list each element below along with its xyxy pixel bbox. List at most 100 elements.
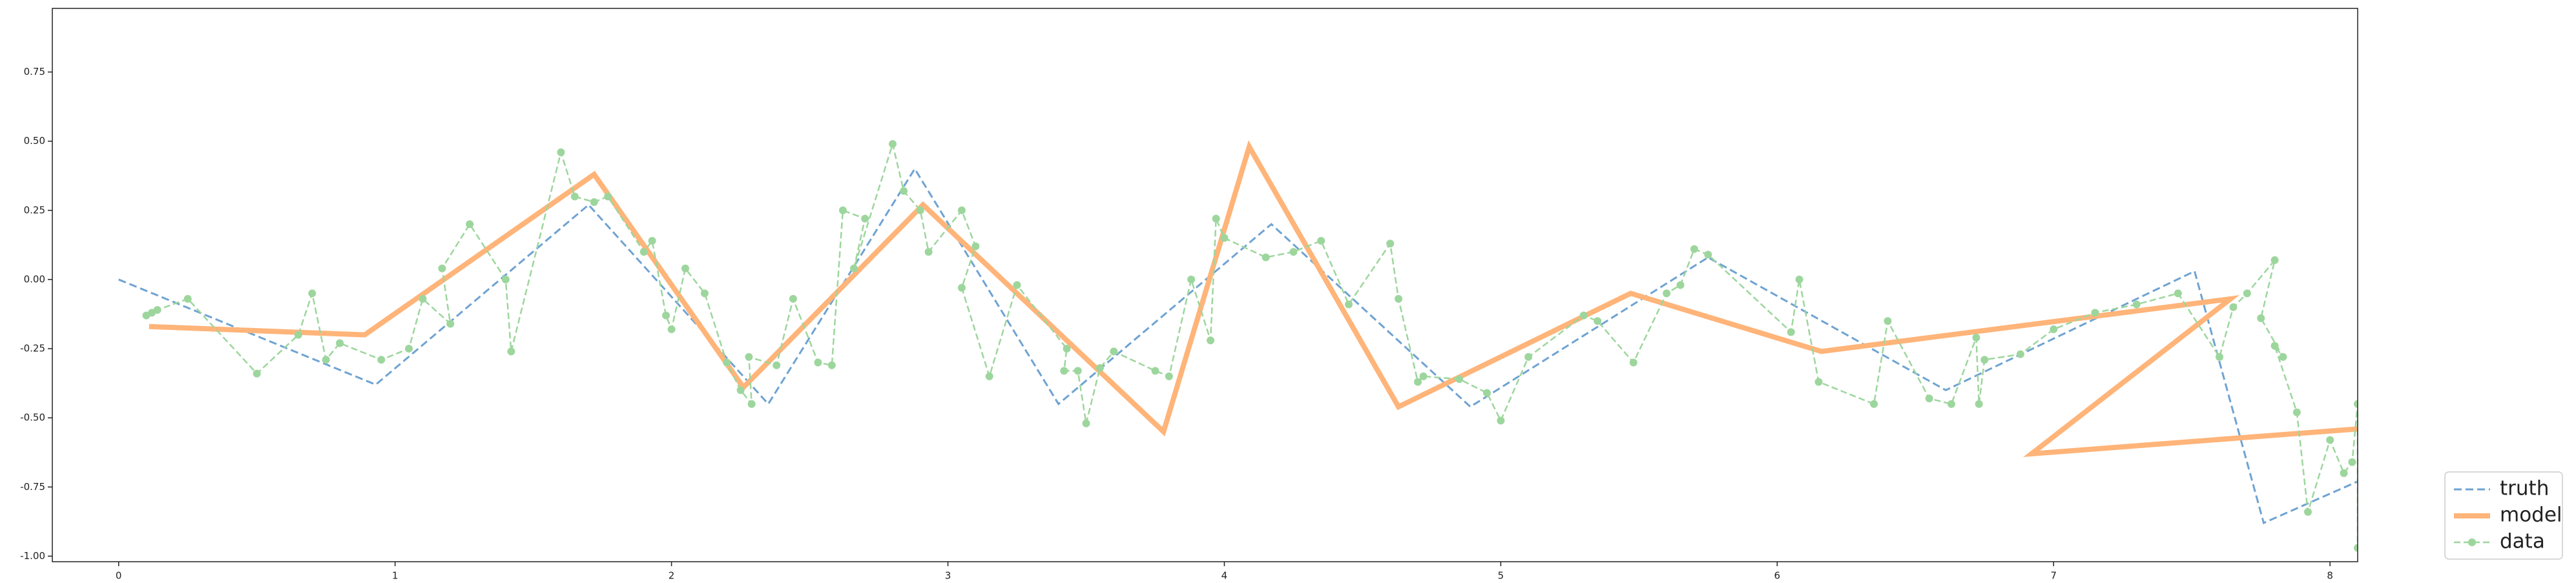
data-point	[1207, 336, 1215, 345]
data-point	[1814, 378, 1823, 386]
data-point	[1980, 356, 1989, 364]
data-point	[1787, 328, 1795, 336]
series-line	[145, 141, 2358, 548]
data-point	[1220, 234, 1229, 242]
data-point	[888, 139, 897, 148]
data-point	[1212, 214, 1220, 223]
data-point	[336, 339, 344, 347]
data-point	[2257, 314, 2265, 322]
data-point	[736, 386, 745, 394]
data-point	[570, 192, 579, 201]
data-point	[153, 306, 161, 314]
data-point	[1074, 367, 1082, 375]
data-point	[405, 345, 413, 353]
y-tick-label: 0.50	[24, 135, 45, 147]
data-point	[501, 275, 510, 283]
data-point	[789, 294, 797, 303]
data-point	[1165, 372, 1173, 380]
data-point	[1884, 317, 1892, 325]
x-tick-label: 1	[392, 570, 399, 582]
plot-frame	[52, 8, 2358, 562]
data-point	[850, 264, 858, 272]
data-point	[700, 289, 709, 298]
legend-label: data	[2500, 530, 2545, 553]
data-point	[971, 242, 980, 251]
data-point	[2174, 289, 2182, 298]
y-tick-label: 0.25	[24, 204, 45, 216]
data-point	[1579, 311, 1588, 320]
data-point	[308, 289, 317, 298]
data-point	[814, 358, 822, 367]
x-tick-label: 3	[945, 570, 951, 582]
legend-box	[2444, 471, 2563, 560]
data-point	[1151, 367, 1159, 375]
data-point	[985, 372, 993, 380]
data-point	[2326, 436, 2334, 444]
x-tick-label: 7	[2050, 570, 2057, 582]
data-point	[957, 206, 966, 214]
data-point	[1110, 347, 1118, 356]
data-point	[377, 356, 386, 364]
data-point	[2091, 309, 2099, 317]
x-tick-label: 0	[116, 570, 122, 582]
data-point	[1060, 367, 1068, 375]
data-point	[2292, 408, 2301, 416]
data-point	[2279, 353, 2287, 361]
data-point	[723, 358, 731, 367]
y-tick-label: -0.50	[20, 412, 45, 424]
data-point	[2050, 325, 2058, 334]
data-point	[507, 347, 515, 356]
y-tick-label: 0.75	[24, 66, 45, 77]
data-point	[2303, 507, 2312, 516]
data-point	[745, 353, 753, 361]
data-point	[2270, 256, 2279, 264]
data-point	[1187, 275, 1196, 283]
data-point	[2354, 544, 2358, 552]
data-point	[446, 320, 455, 328]
data-point	[419, 294, 427, 303]
data-point	[1082, 419, 1090, 427]
data-point	[1482, 389, 1491, 397]
data-point	[294, 331, 302, 339]
y-tick-label: -1.00	[20, 550, 45, 562]
data-point	[827, 361, 836, 369]
x-tick-label: 6	[1774, 570, 1781, 582]
data-point	[681, 264, 689, 272]
legend-label: model	[2500, 504, 2562, 527]
data-point	[667, 325, 676, 334]
data-point	[2229, 303, 2238, 311]
data-point	[1975, 400, 1983, 408]
y-tick-label: -0.25	[20, 343, 45, 354]
y-tick-label: -0.75	[20, 481, 45, 493]
data-point	[1795, 275, 1803, 283]
plot-area	[118, 139, 2358, 552]
data-point	[1345, 300, 1353, 309]
data-point	[648, 236, 656, 245]
data-point	[916, 206, 924, 214]
data-point	[957, 283, 966, 292]
data-point	[773, 361, 781, 369]
data-point	[2340, 469, 2348, 477]
data-point	[2243, 289, 2251, 298]
x-tick-label: 4	[1221, 570, 1228, 582]
data-point	[1386, 240, 1395, 248]
data-point	[1414, 378, 1422, 386]
data-point	[838, 206, 847, 214]
data-point	[1690, 245, 1698, 253]
data-point	[1925, 394, 1933, 403]
data-point	[1663, 289, 1671, 298]
data-point	[183, 294, 192, 303]
data-point	[1455, 375, 1464, 384]
data-point	[253, 369, 261, 378]
data-point	[1676, 281, 1685, 289]
data-point	[1594, 317, 1602, 325]
data-point	[1629, 358, 1637, 367]
x-tick-label: 5	[1498, 570, 1504, 582]
data-point	[861, 214, 869, 223]
data-point	[438, 264, 446, 272]
data-point	[1947, 400, 1955, 408]
data-point	[2354, 400, 2358, 408]
data-point	[1972, 333, 1980, 342]
legend-marker	[2468, 538, 2476, 546]
